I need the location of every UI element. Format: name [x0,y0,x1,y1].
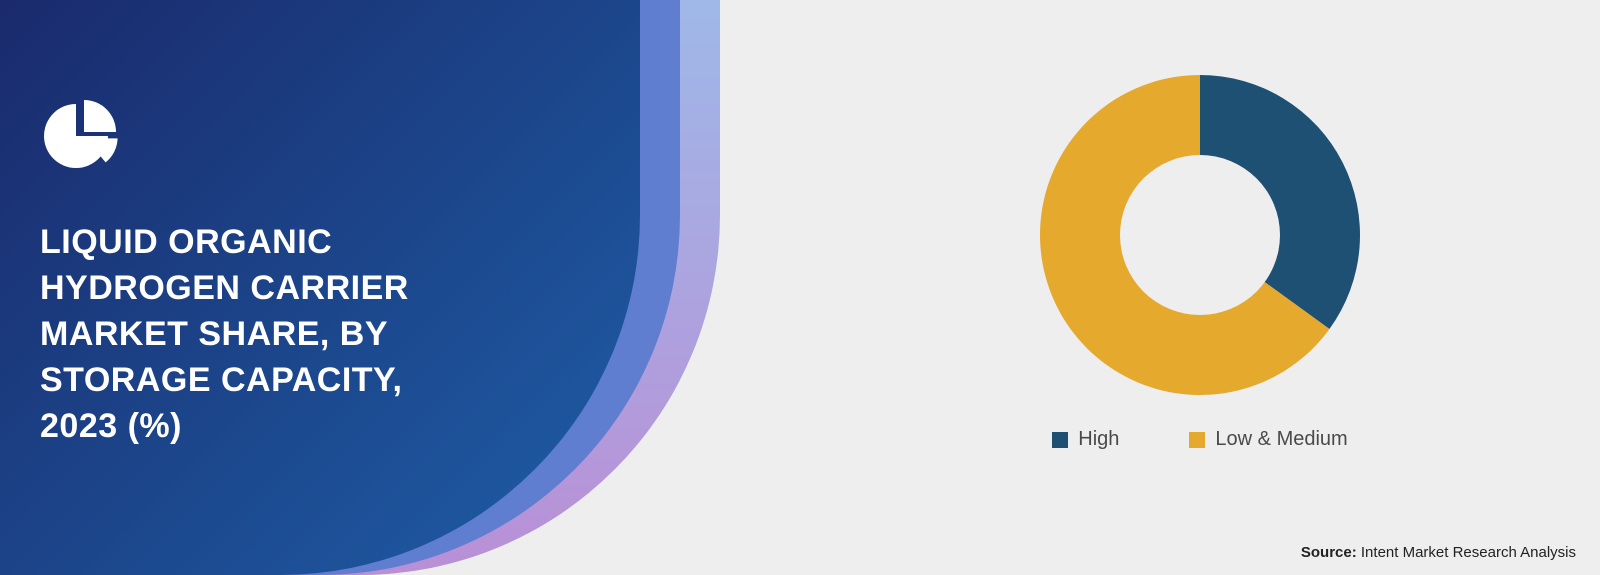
donut-chart: High Low & Medium [940,70,1460,451]
source-label: Source: [1301,544,1357,561]
legend-label: Low & Medium [1215,428,1347,451]
infographic-frame: LIQUID ORGANIC HYDROGEN CARRIER MARKET S… [0,0,1600,575]
legend-swatch [1189,432,1205,448]
panel-content: LIQUID ORGANIC HYDROGEN CARRIER MARKET S… [0,0,520,449]
legend-item: Low & Medium [1189,428,1347,451]
legend-item: High [1052,428,1119,451]
source-text: Intent Market Research Analysis [1361,544,1576,561]
donut-svg [1035,70,1365,400]
chart-legend: High Low & Medium [940,428,1460,451]
panel-title: LIQUID ORGANIC HYDROGEN CARRIER MARKET S… [40,220,480,449]
legend-swatch [1052,432,1068,448]
source-line: Source: Intent Market Research Analysis [1301,544,1576,561]
pie-chart-icon [40,100,480,180]
donut-hole [1120,155,1280,315]
legend-label: High [1078,428,1119,451]
